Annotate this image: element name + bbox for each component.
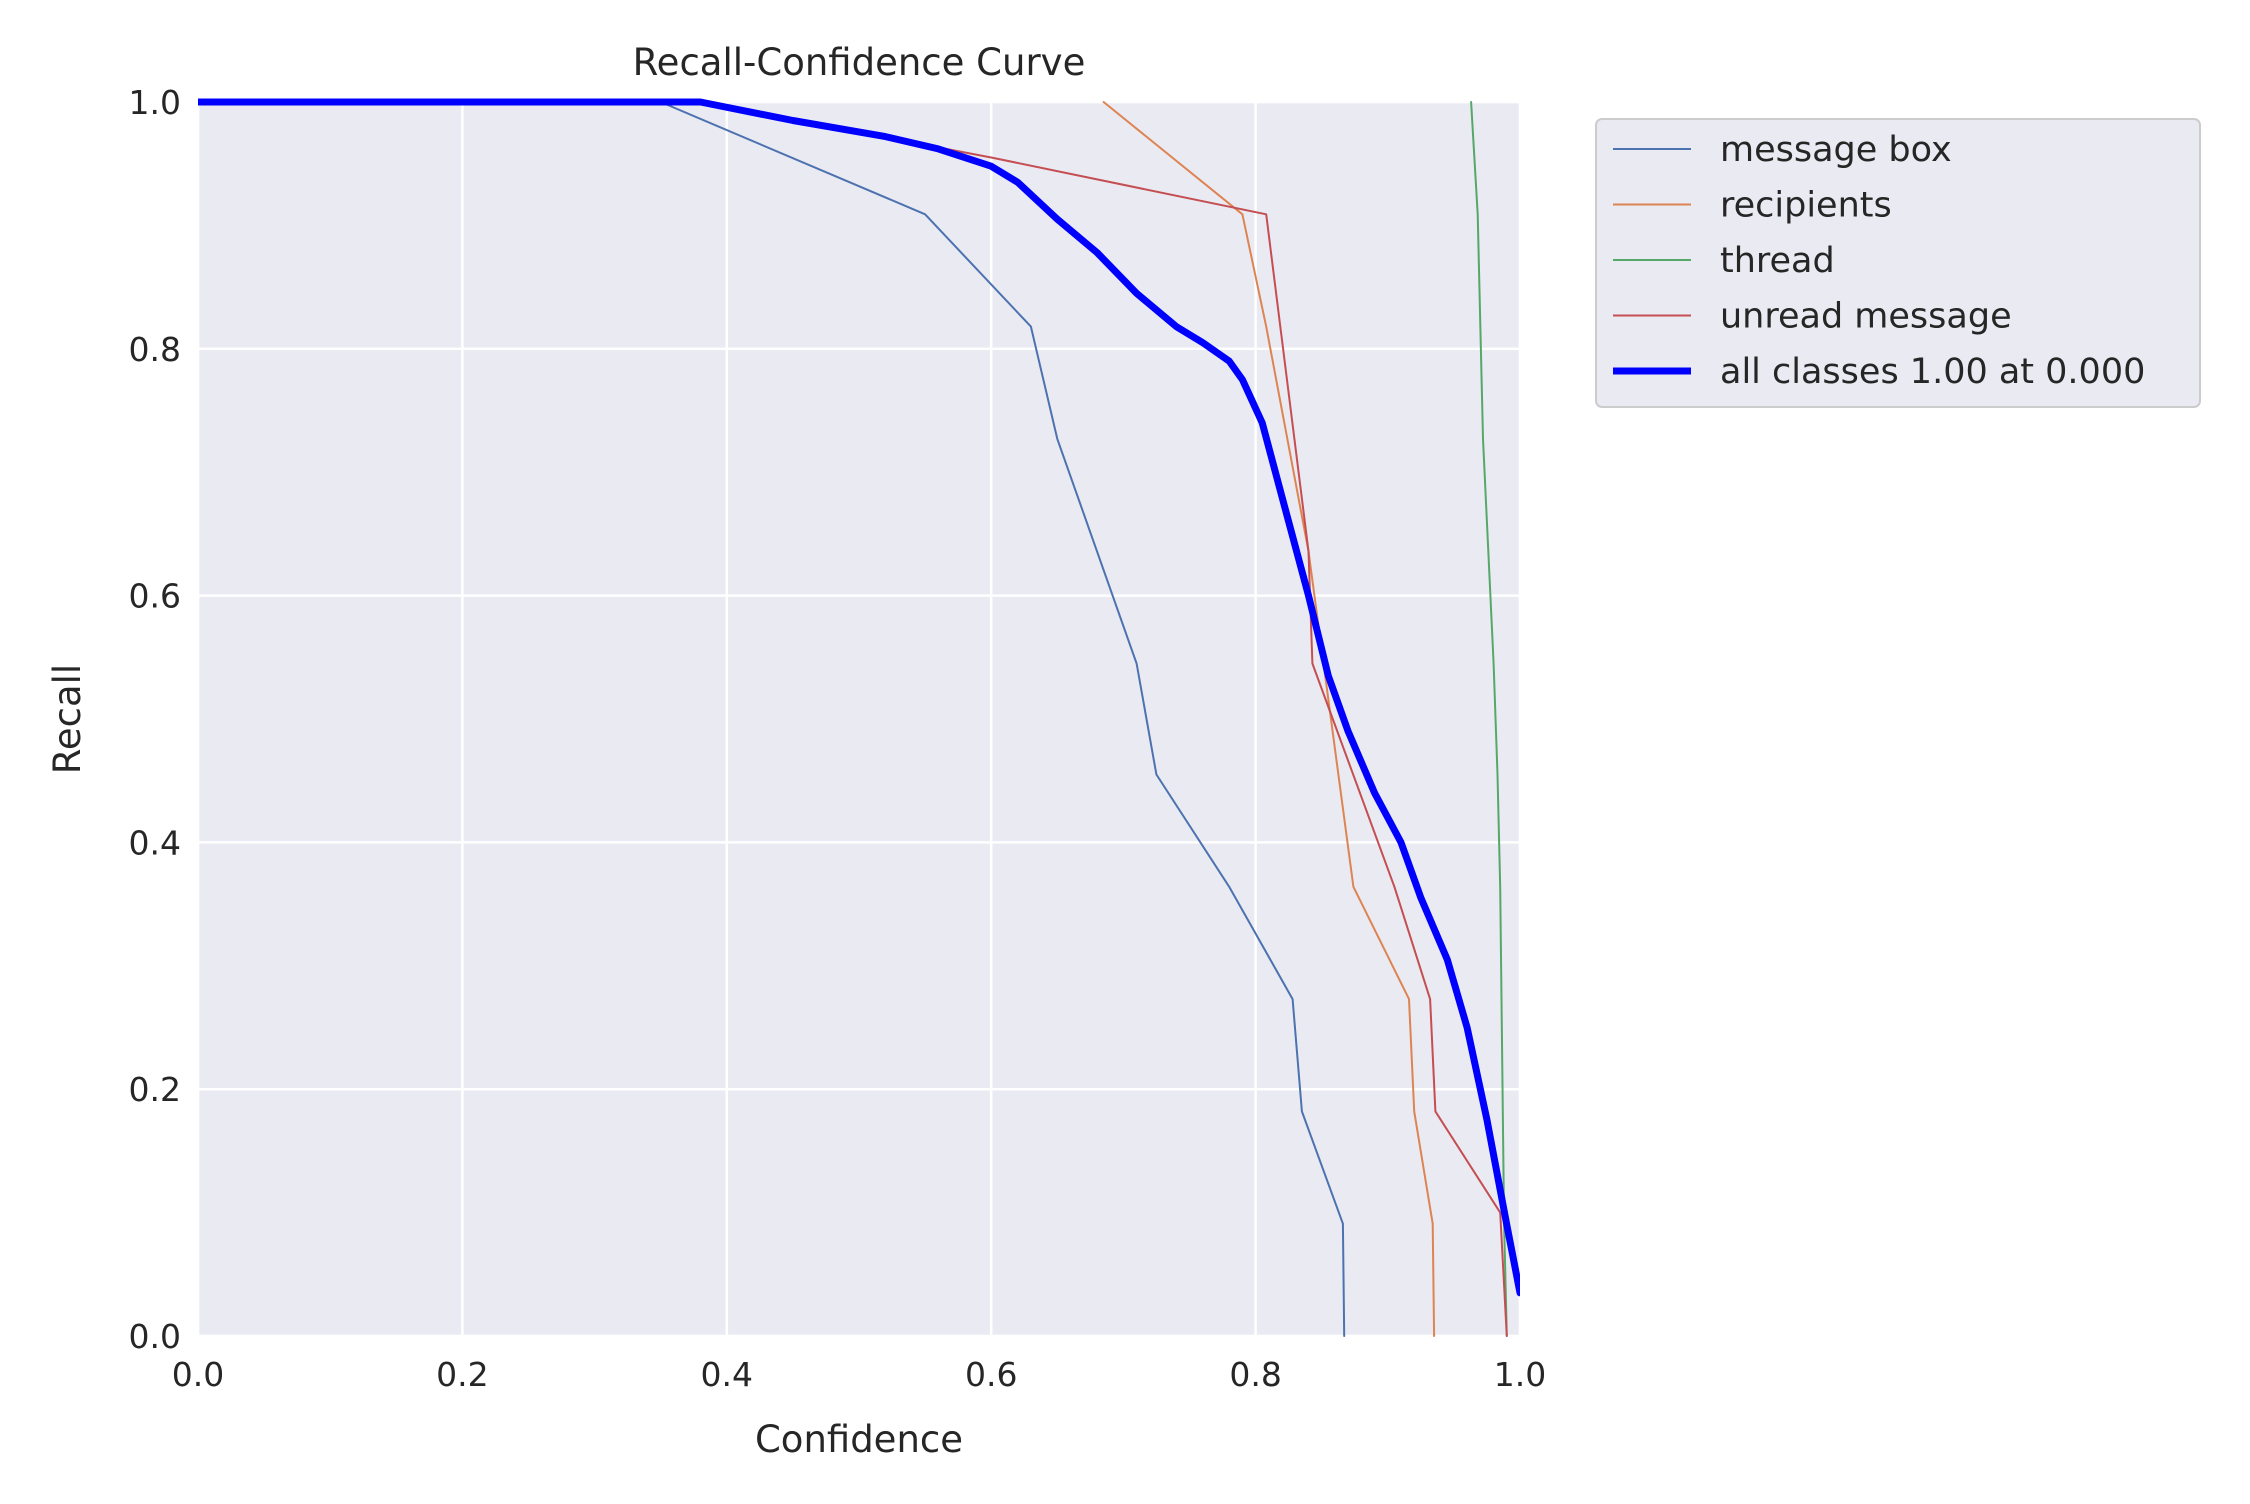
plot-background: [198, 102, 1520, 1336]
x-axis-label: Confidence: [755, 1418, 963, 1461]
x-tick-label: 0.8: [1229, 1355, 1281, 1394]
series-line-thread: [1470, 101, 1508, 1337]
tick-labels: 0.0 0.2 0.4 0.6 0.8 1.0 0.0 0.2 0.4 0.6 0.8 1.0: [129, 83, 1547, 1394]
y-axis-label: Recall: [46, 664, 89, 774]
series-line-message-box: [198, 101, 1346, 1337]
legend-label: thread: [1720, 241, 1835, 281]
y-tick-label: 0.2: [129, 1070, 181, 1109]
y-tick-label: 0.4: [129, 823, 181, 862]
x-tick-label: 0.4: [701, 1355, 753, 1394]
y-tick-label: 0.8: [129, 330, 181, 369]
x-tick-label: 0.6: [965, 1355, 1017, 1394]
legend-label: unread message: [1720, 297, 2012, 337]
legend-label: recipients: [1720, 186, 1892, 226]
series-line-all-classes-1-00-at-0-000: [198, 98, 1520, 1297]
x-tick-label: 1.0: [1494, 1355, 1546, 1394]
legend-box: [1595, 118, 2201, 408]
legend: message box recipients thread unread messag…: [1595, 118, 2201, 408]
chart-title: Recall-Confidence Curve: [633, 41, 1086, 84]
series-line-recipients: [1102, 101, 1436, 1337]
legend-label: all classes 1.00 at 0.000: [1720, 352, 2145, 392]
legend-label: message box: [1720, 130, 1952, 170]
y-tick-label: 1.0: [129, 83, 181, 122]
series-lines: [198, 98, 1520, 1337]
x-tick-label: 0.2: [436, 1355, 488, 1394]
y-tick-label: 0.6: [129, 577, 181, 616]
y-tick-label: 0.0: [129, 1317, 181, 1356]
x-tick-label: 0.0: [172, 1355, 224, 1394]
